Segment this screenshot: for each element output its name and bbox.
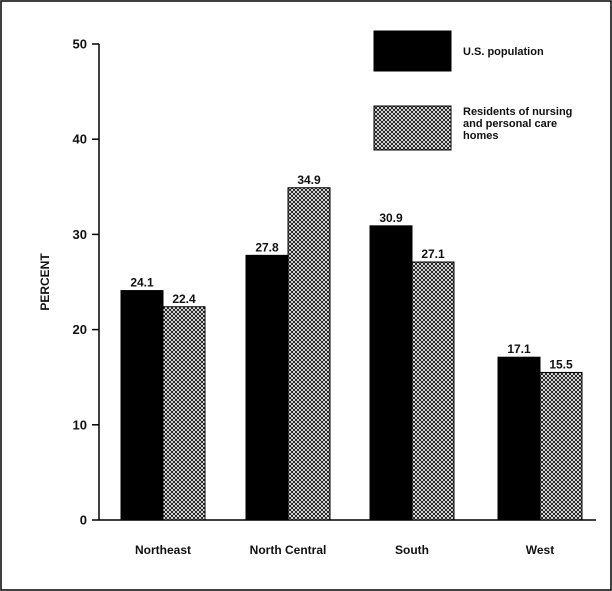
data-label: 27.8 [255, 240, 279, 254]
y-ticks: 0 10 20 30 40 50 [73, 37, 99, 528]
x-tick-label: West [526, 543, 554, 557]
bar-us-population [120, 290, 164, 521]
bar-nursing-home-residents [287, 187, 331, 521]
bar-us-population [369, 225, 413, 521]
data-label: 30.9 [379, 211, 403, 225]
y-tick-label: 10 [73, 417, 87, 432]
data-label: 34.9 [297, 173, 321, 187]
legend-label: U.S. population [463, 46, 544, 58]
bar-nursing-home-residents [411, 261, 455, 521]
data-label: 24.1 [130, 276, 154, 290]
legend-label: Residents of nursing [463, 106, 572, 118]
bar-nursing-home-residents [162, 306, 206, 521]
legend-label: and personal care [463, 118, 557, 130]
x-tick-label: Northeast [135, 543, 191, 557]
y-tick-label: 40 [73, 132, 87, 147]
y-tick-label: 30 [73, 227, 87, 242]
legend-label: homes [463, 130, 498, 142]
bar-nursing-home-residents [539, 371, 583, 521]
x-tick-label: South [395, 543, 429, 557]
y-tick-label: 20 [73, 322, 87, 337]
bars: 24.1 22.4 27.8 34.9 30.9 27.1 17.1 15.5 [120, 173, 583, 521]
bar-us-population [497, 356, 541, 521]
data-label: 15.5 [549, 357, 573, 371]
data-label: 22.4 [172, 292, 196, 306]
y-axis-title: PERCENT [38, 253, 52, 311]
bar-us-population [245, 254, 289, 521]
x-tick-label: North Central [250, 543, 327, 557]
category-labels: Northeast North Central South West [135, 543, 554, 557]
legend-swatch [373, 30, 452, 72]
y-tick-label: 0 [80, 513, 87, 528]
data-label: 17.1 [507, 342, 531, 356]
y-tick-label: 50 [73, 37, 87, 52]
legend-swatch [373, 105, 452, 151]
data-label: 27.1 [421, 247, 445, 261]
